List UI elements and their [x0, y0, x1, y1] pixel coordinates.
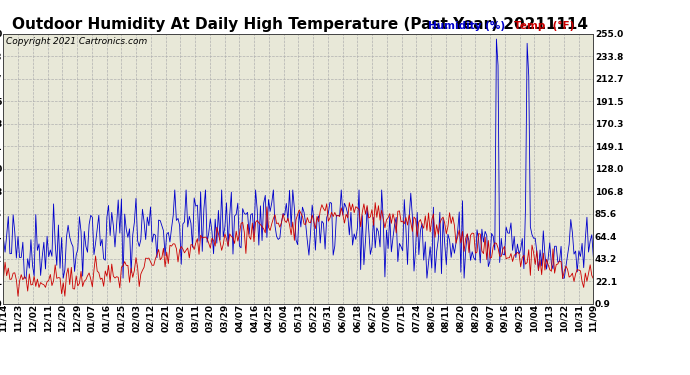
Text: Copyright 2021 Cartronics.com: Copyright 2021 Cartronics.com — [6, 38, 147, 46]
Text: Humidity (%): Humidity (%) — [428, 21, 505, 31]
Text: Outdoor Humidity At Daily High Temperature (Past Year) 20211114: Outdoor Humidity At Daily High Temperatu… — [12, 17, 588, 32]
Text: Temp  (°F): Temp (°F) — [514, 21, 574, 31]
